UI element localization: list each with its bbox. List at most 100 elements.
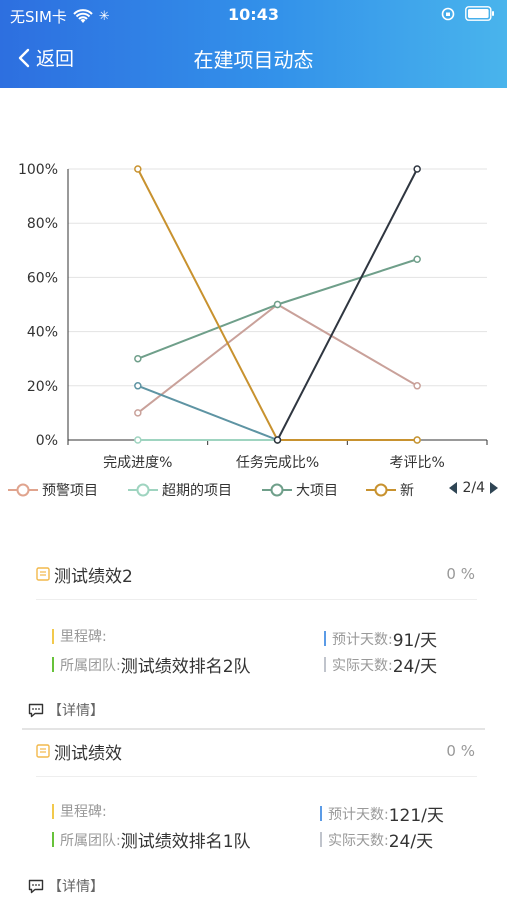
planned-days-value: 91/天 — [392, 631, 438, 651]
legend-item-new[interactable]: 新 — [366, 478, 414, 502]
project-title: 测试绩效 — [54, 743, 122, 764]
y-tick-label: 40% — [27, 325, 58, 341]
detail-link[interactable]: 【详情】 — [28, 876, 104, 896]
team-field: 所属团队: 测试绩效排名1队 — [52, 827, 251, 852]
carrier-label: 无SIM卡 — [10, 8, 67, 26]
page-title: 在建项目动态 — [193, 48, 314, 72]
y-tick-label: 100% — [18, 162, 58, 178]
series-path — [137, 258, 418, 360]
series-line — [134, 255, 421, 363]
top-bar: 无SIM卡 ✳ 10:43 — [0, 0, 507, 88]
planned-days-value: 121/天 — [388, 806, 444, 826]
data-point — [413, 436, 421, 444]
back-label: 返回 — [36, 48, 75, 70]
project-card-header: 测试绩效2 0 % — [36, 554, 475, 594]
chart-grid — [68, 168, 487, 387]
team-value: 测试绩效排名1队 — [120, 832, 251, 852]
planned-days-field: 预计天数: 91/天 — [324, 626, 437, 651]
x-tick-label: 完成进度% — [103, 455, 172, 471]
project-line-chart: 0% 20% 40% 60% 80% 100% 完成进度% 任务完成比% 考评比% — [18, 162, 488, 471]
planned-days-field: 预计天数: 121/天 — [320, 801, 444, 826]
chart-legend: 预警项目 超期的项目 大项目 新 2/4 — [0, 478, 507, 504]
legend-item-overdue[interactable]: 超期的项目 — [128, 478, 232, 502]
triangle-right-icon[interactable] — [489, 481, 499, 495]
data-point — [134, 382, 142, 390]
y-tick-label: 0% — [36, 433, 58, 449]
data-point — [413, 255, 421, 263]
y-tick-label: 20% — [27, 379, 58, 395]
milestone-field: 里程碑: — [52, 626, 107, 646]
status-bar: 无SIM卡 ✳ 10:43 — [0, 0, 507, 32]
detail-label: 【详情】 — [48, 703, 104, 719]
actual-days-field: 实际天数: 24/天 — [324, 652, 437, 677]
card-divider — [22, 728, 485, 730]
milestone-label: 里程碑: — [60, 629, 107, 645]
data-point — [134, 409, 142, 417]
detail-link[interactable]: 【详情】 — [28, 700, 104, 720]
series-path — [276, 168, 419, 441]
actual-days-value: 24/天 — [392, 657, 438, 677]
card-separator — [36, 599, 477, 600]
comment-icon — [28, 879, 44, 893]
data-point — [273, 436, 282, 444]
milestone-field: 里程碑: — [52, 801, 107, 821]
data-point — [134, 354, 142, 363]
x-axis: 完成进度% 任务完成比% 考评比% — [67, 439, 488, 471]
series-line — [273, 165, 421, 444]
series-line — [134, 300, 421, 417]
team-value: 测试绩效排名2队 — [120, 657, 251, 677]
project-card[interactable]: 测试绩效2 0 % 里程碑: 所属团队: 测试绩效排名2队 预计天数: 91/天… — [0, 554, 507, 726]
document-icon — [36, 744, 50, 758]
y-axis: 0% 20% 40% 60% 80% 100% — [18, 162, 69, 449]
data-point — [134, 436, 142, 444]
actual-days-field: 实际天数: 24/天 — [320, 827, 433, 852]
milestone-label: 里程碑: — [60, 804, 107, 820]
chevron-left-icon — [18, 48, 30, 67]
x-tick-label: 任务完成比% — [236, 455, 319, 471]
loading-spinner-icon: ✳ — [98, 9, 110, 24]
document-icon — [36, 567, 50, 581]
project-title: 测试绩效2 — [54, 566, 133, 587]
card-separator — [36, 776, 477, 777]
project-percent: 0 % — [446, 742, 475, 760]
detail-label: 【详情】 — [48, 879, 104, 895]
data-point — [413, 165, 421, 173]
project-card-header: 测试绩效 0 % — [36, 731, 475, 771]
actual-days-label: 实际天数: — [328, 832, 389, 849]
triangle-left-icon[interactable] — [448, 481, 458, 495]
legend-marker-icon — [8, 483, 38, 497]
x-tick-label: 考评比% — [390, 455, 445, 471]
back-button[interactable]: 返回 — [18, 44, 74, 71]
legend-label: 新 — [400, 483, 414, 499]
legend-pager: 2/4 — [448, 480, 499, 496]
legend-marker-icon — [128, 483, 158, 497]
legend-item-warning[interactable]: 预警项目 — [8, 478, 98, 502]
legend-label: 大项目 — [296, 483, 338, 499]
legend-label: 预警项目 — [42, 483, 98, 499]
rotation-lock-icon — [441, 7, 455, 20]
team-label: 所属团队: — [60, 657, 121, 674]
planned-days-label: 预计天数: — [332, 631, 393, 648]
series-path — [137, 303, 418, 414]
data-point — [273, 300, 282, 309]
actual-days-label: 实际天数: — [332, 657, 393, 674]
wifi-icon — [73, 8, 93, 23]
project-card[interactable]: 测试绩效 0 % 里程碑: 所属团队: 测试绩效排名1队 预计天数: 121/天… — [0, 731, 507, 900]
battery-icon — [465, 6, 494, 21]
navigation-bar: 返回 在建项目动态 — [0, 40, 507, 76]
data-point — [413, 382, 421, 390]
actual-days-value: 24/天 — [388, 832, 434, 852]
comment-icon — [28, 703, 44, 717]
legend-marker-icon — [262, 483, 292, 497]
chart-series — [134, 165, 421, 444]
team-field: 所属团队: 测试绩效排名2队 — [52, 652, 251, 677]
clock-time: 10:43 — [228, 5, 279, 24]
legend-label: 超期的项目 — [162, 483, 232, 499]
legend-marker-icon — [366, 483, 396, 497]
data-point — [134, 165, 142, 173]
series-line — [134, 382, 282, 444]
legend-page-indicator: 2/4 — [462, 480, 485, 496]
team-label: 所属团队: — [60, 832, 121, 849]
legend-item-large[interactable]: 大项目 — [262, 478, 338, 502]
project-percent: 0 % — [446, 565, 475, 583]
